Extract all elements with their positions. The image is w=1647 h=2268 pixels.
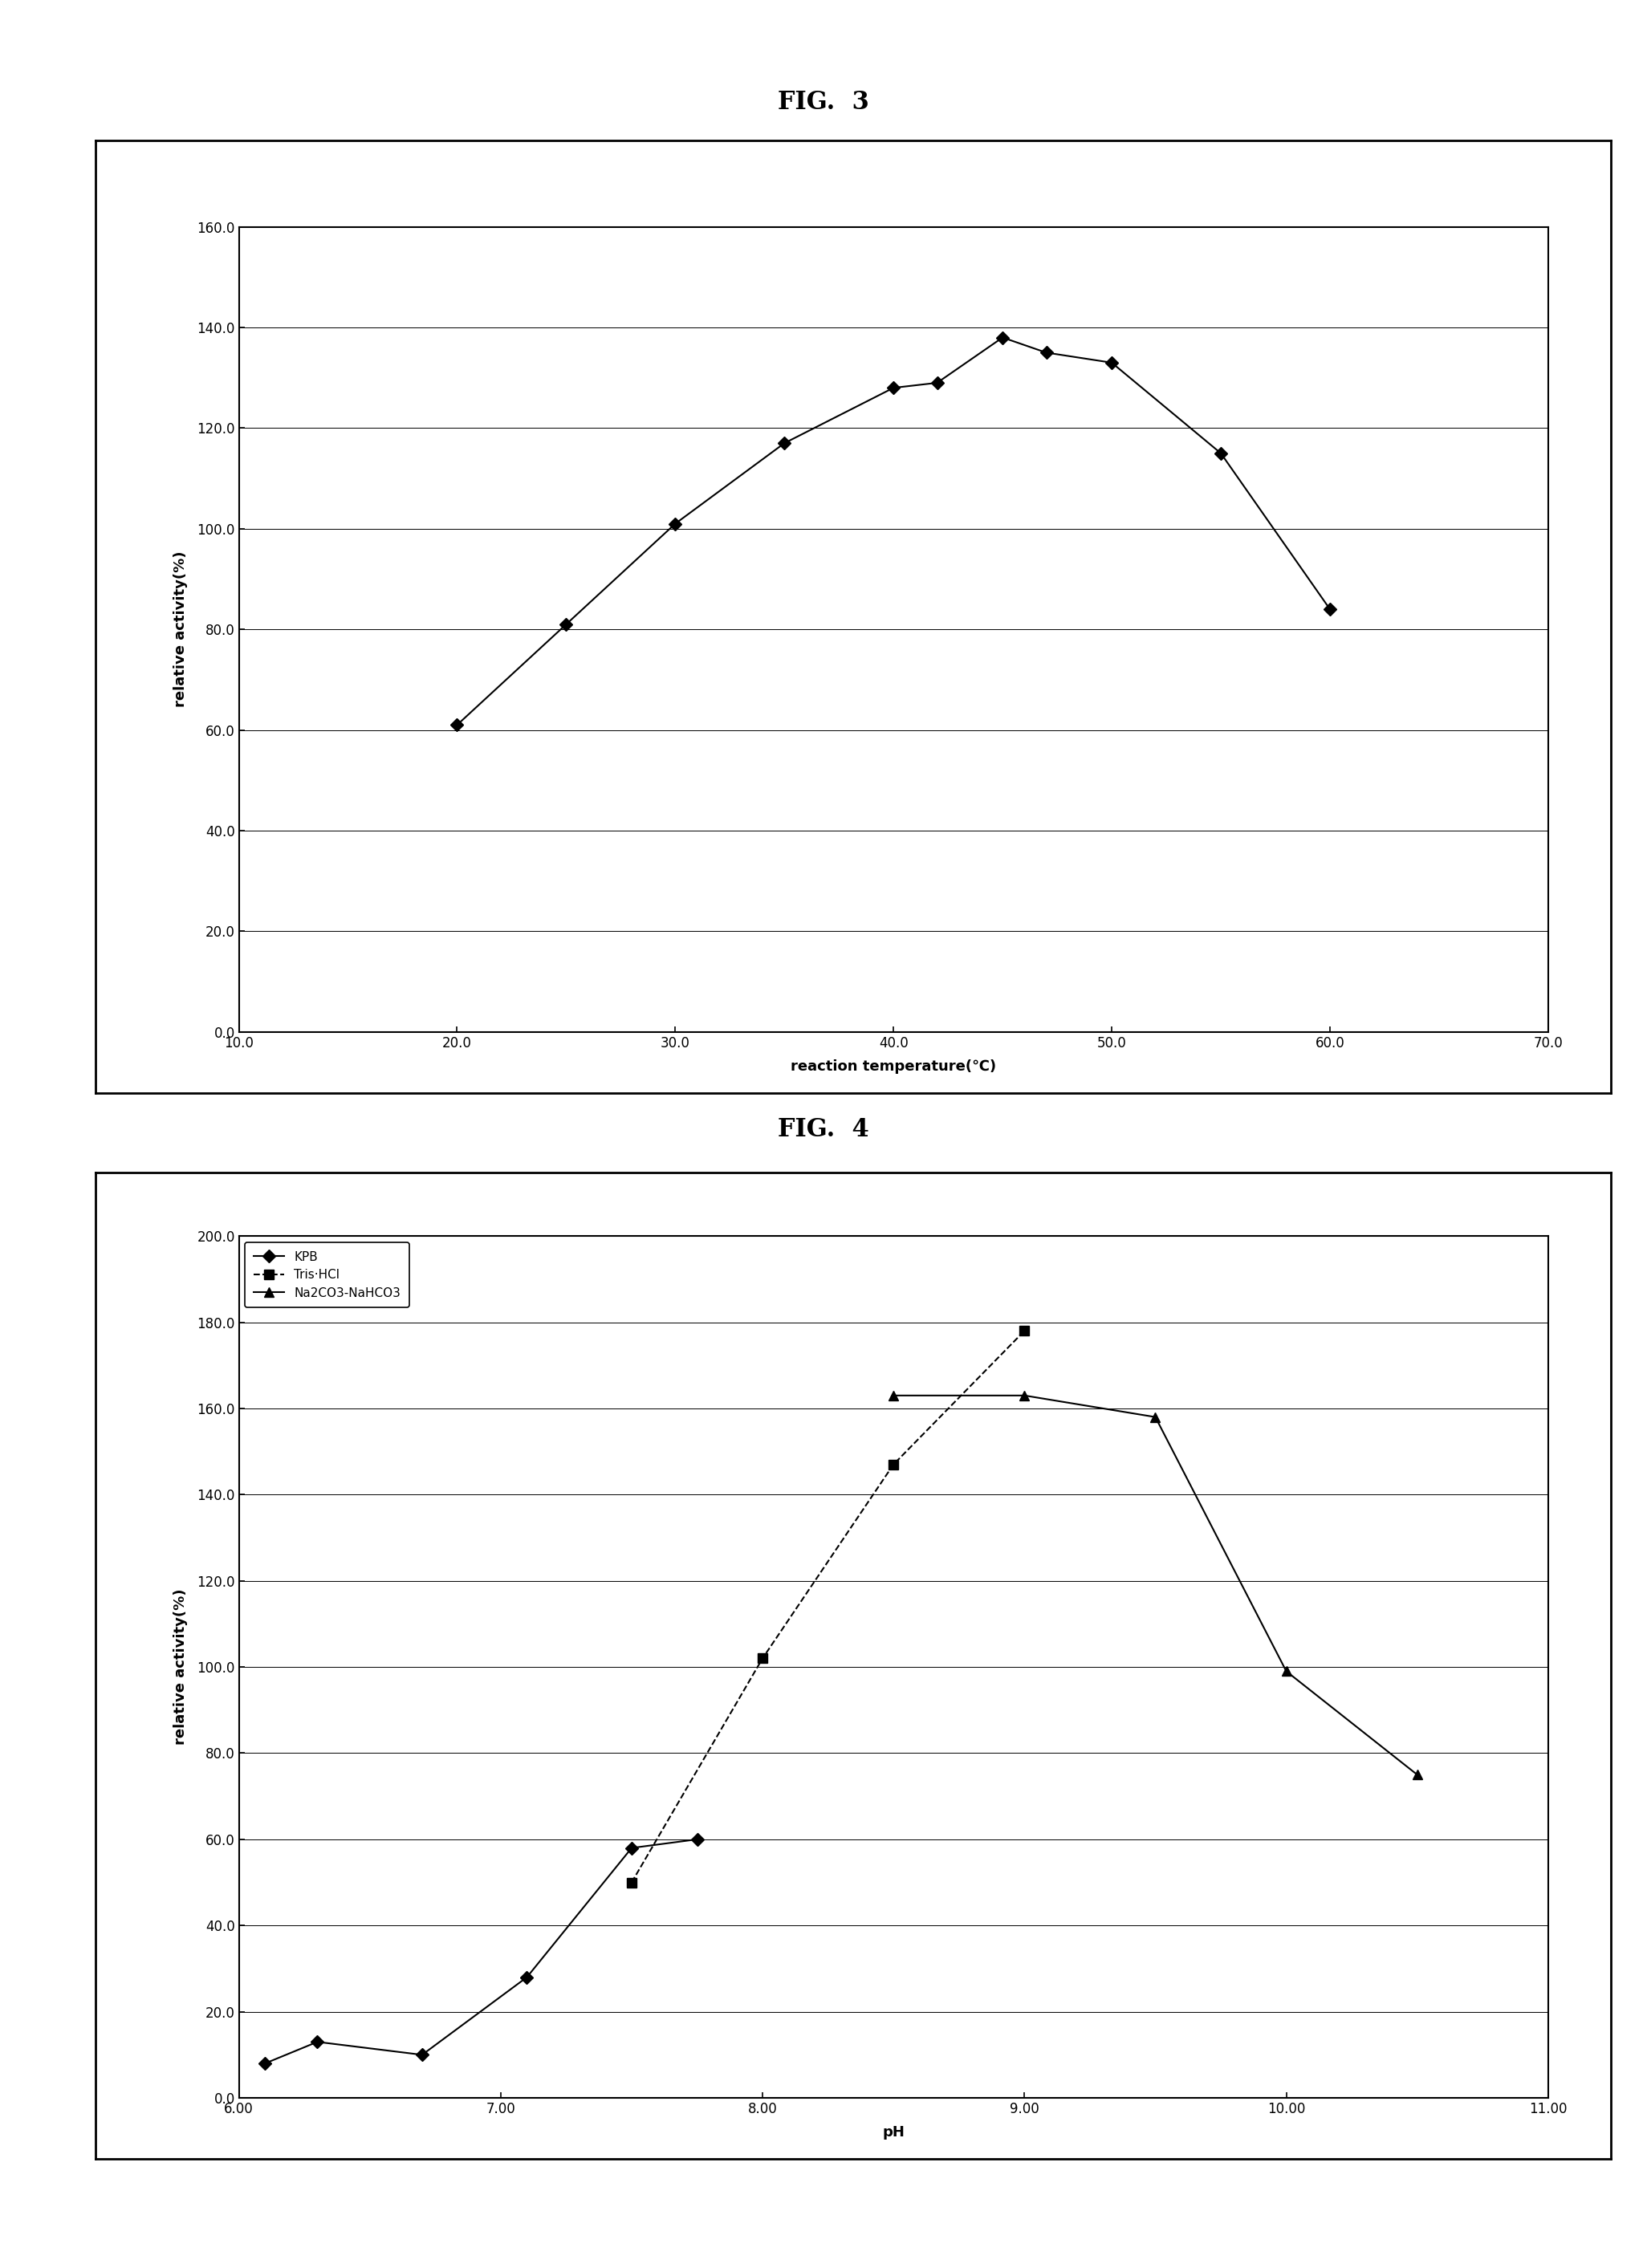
Text: FIG.  4: FIG. 4 [777,1118,870,1141]
X-axis label: reaction temperature(℃): reaction temperature(℃) [791,1059,996,1073]
Tris·HCl [621,1869,641,1896]
Na2CO3-NaHCO3 [1407,1760,1426,1787]
KPB [621,1835,641,1862]
Tris·HCl [883,1452,903,1479]
Tris·HCl [753,1644,772,1672]
KPB [412,2041,432,2068]
X-axis label: pH: pH [883,2125,904,2139]
Line: KPB: KPB [260,1835,702,2068]
Tris·HCl [1015,1318,1034,1345]
Line: Na2CO3-NaHCO3: Na2CO3-NaHCO3 [889,1390,1421,1778]
Line: Tris·HCl: Tris·HCl [628,1327,1029,1887]
Na2CO3-NaHCO3 [1015,1381,1034,1408]
Na2CO3-NaHCO3 [1145,1404,1164,1431]
KPB [517,1964,537,1991]
KPB [687,1826,707,1853]
Na2CO3-NaHCO3 [883,1381,903,1408]
KPB [255,2050,275,2077]
KPB [308,2028,328,2055]
Na2CO3-NaHCO3 [1276,1658,1296,1685]
Y-axis label: relative activity(%): relative activity(%) [173,551,188,708]
Text: FIG.  3: FIG. 3 [777,91,870,113]
Legend: KPB, Tris·HCl, Na2CO3-NaHCO3: KPB, Tris·HCl, Na2CO3-NaHCO3 [245,1243,408,1309]
Y-axis label: relative activity(%): relative activity(%) [173,1590,188,1744]
